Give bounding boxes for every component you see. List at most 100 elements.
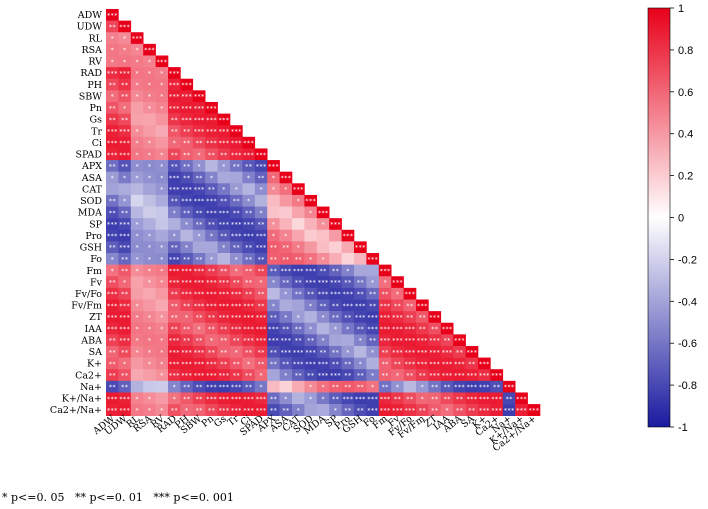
significance-mark: ***	[119, 129, 130, 136]
significance-mark: **	[220, 233, 228, 240]
heatmap-cell	[391, 380, 404, 393]
row-label: RSA	[81, 45, 102, 56]
heatmap-cell	[118, 276, 132, 289]
heatmap-cell	[217, 311, 231, 324]
heatmap-cell	[279, 183, 293, 196]
row-label: Tr	[91, 126, 102, 137]
heatmap-cell	[440, 357, 454, 370]
significance-mark: ***	[169, 373, 180, 380]
significance-mark: **	[183, 396, 191, 403]
significance-mark: ***	[231, 140, 242, 147]
heatmap-cell	[428, 380, 442, 393]
significance-mark: *	[160, 94, 164, 101]
significance-mark: ***	[243, 303, 254, 310]
heatmap-cell	[465, 345, 479, 358]
significance-mark: **	[257, 291, 265, 298]
significance-mark: **	[195, 175, 203, 182]
heatmap-cell	[168, 357, 181, 370]
significance-mark: *	[148, 59, 152, 66]
significance-mark: *	[210, 338, 214, 345]
significance-mark: **	[295, 338, 303, 345]
heatmap-cell	[267, 287, 280, 300]
heatmap-cell	[180, 322, 194, 335]
heatmap-cell	[304, 229, 318, 242]
heatmap-cell	[130, 90, 144, 103]
significance-mark: ***	[280, 268, 291, 275]
significance-mark: ***	[243, 407, 254, 414]
significance-mark: ***	[218, 210, 229, 217]
significance-mark: **	[233, 280, 241, 287]
heatmap-cell	[254, 194, 268, 207]
heatmap-cell	[354, 345, 367, 358]
significance-mark: *	[284, 373, 288, 380]
heatmap-cell	[155, 392, 169, 405]
heatmap-cell	[118, 357, 132, 370]
significance-mark: *	[160, 70, 164, 77]
significance-mark: ***	[181, 291, 192, 298]
heatmap-cell	[329, 287, 342, 300]
heatmap-cell	[143, 136, 156, 149]
heatmap-cell	[329, 322, 342, 335]
significance-mark: **	[282, 245, 290, 252]
significance-mark: **	[183, 326, 191, 333]
heatmap-cell	[155, 218, 169, 231]
significance-mark: **	[332, 268, 340, 275]
heatmap-cell	[279, 392, 293, 405]
heatmap-cell	[428, 369, 442, 382]
correlation-heatmap: ***** **** * **** * * **** * * * ****** *** * * * *****…	[50, 3, 697, 454]
significance-mark: ***	[256, 152, 267, 159]
heatmap-cell	[205, 241, 218, 254]
significance-mark: ***	[218, 117, 229, 124]
significance-mark: ***	[181, 268, 192, 275]
significance-mark: ***	[367, 314, 378, 321]
significance-mark: *	[172, 396, 176, 403]
heatmap-cell	[106, 218, 119, 231]
heatmap-cell	[378, 392, 392, 405]
significance-mark: *	[135, 140, 139, 147]
heatmap-cell	[416, 392, 429, 405]
heatmap-cell	[316, 357, 330, 370]
heatmap-cell	[378, 311, 392, 324]
heatmap-cell	[130, 229, 144, 242]
heatmap-cell	[106, 183, 119, 196]
heatmap-cell	[180, 380, 194, 393]
heatmap-cell	[292, 253, 305, 265]
significance-mark: ***	[194, 117, 205, 124]
significance-mark: **	[245, 373, 253, 380]
heatmap-cell	[267, 241, 280, 254]
significance-mark: **	[332, 314, 340, 321]
heatmap-cell	[304, 287, 318, 300]
row-label: RV	[88, 57, 102, 68]
heatmap-cell	[168, 90, 181, 103]
heatmap-cell	[106, 148, 119, 161]
heatmap-cell	[354, 392, 367, 405]
heatmap-cell	[378, 357, 392, 370]
heatmap-cell	[130, 369, 144, 382]
significance-mark: **	[456, 396, 464, 403]
significance-mark: ***	[119, 245, 130, 252]
heatmap-cell	[292, 334, 305, 347]
heatmap-cell	[292, 229, 305, 242]
heatmap-cell	[341, 241, 355, 254]
heatmap-cell	[155, 287, 169, 300]
significance-mark: **	[208, 187, 216, 194]
significance-mark: ***	[218, 407, 229, 414]
significance-mark: **	[295, 373, 303, 380]
significance-mark: **	[332, 384, 340, 391]
significance-mark: ***	[206, 280, 217, 287]
significance-mark: ***	[380, 338, 391, 345]
significance-mark: ***	[355, 245, 366, 252]
significance-mark: *	[272, 175, 276, 182]
significance-mark: **	[121, 384, 129, 391]
significance-mark: **	[233, 373, 241, 380]
significance-mark: ***	[218, 396, 229, 403]
heatmap-cell	[168, 136, 181, 149]
significance-mark: ***	[392, 349, 403, 356]
heatmap-cell	[230, 345, 243, 358]
significance-mark: ***	[119, 221, 130, 228]
heatmap-cell	[192, 334, 206, 347]
significance-mark: *	[172, 233, 176, 240]
heatmap-cell	[130, 311, 144, 324]
significance-mark: ***	[206, 291, 217, 298]
heatmap-cell	[130, 171, 144, 184]
